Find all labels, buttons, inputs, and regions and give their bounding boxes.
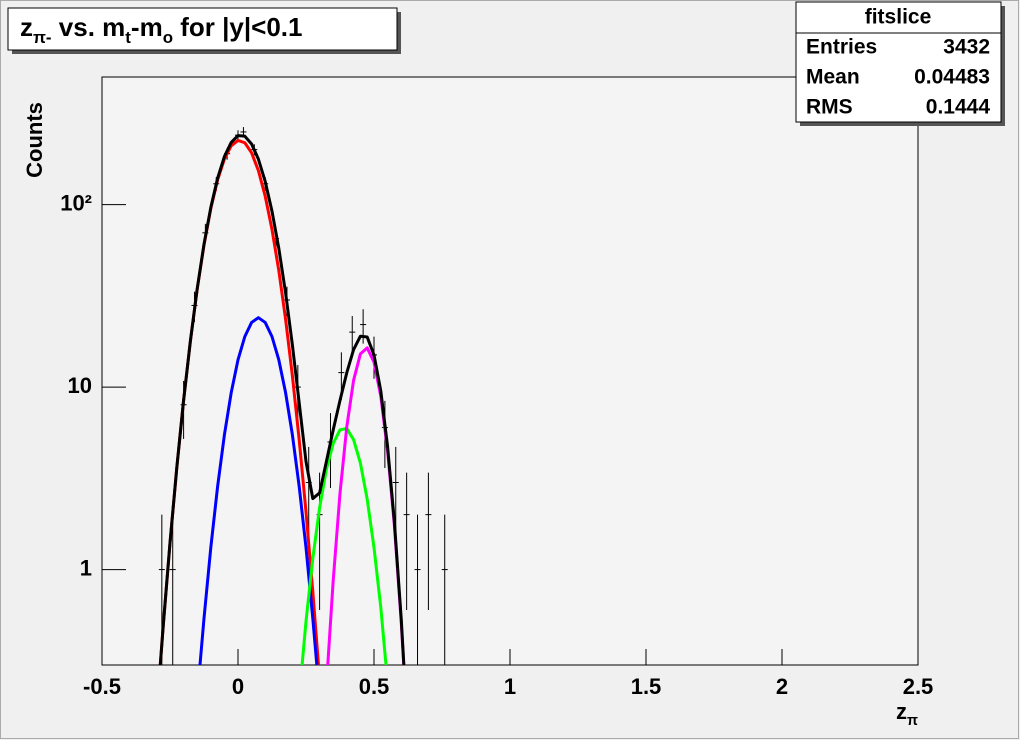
text-run: -m bbox=[131, 12, 163, 42]
stats-title: fitslice bbox=[865, 6, 932, 29]
y-axis-label: Counts bbox=[22, 102, 47, 178]
y-tick-label: 10² bbox=[60, 190, 92, 215]
stats-box bbox=[795, 1, 1002, 123]
text-run: z bbox=[896, 699, 907, 724]
subscript: π bbox=[907, 713, 918, 729]
x-tick-label: 1.5 bbox=[631, 674, 662, 699]
plot-area bbox=[158, 127, 448, 665]
x-tick-label: 0 bbox=[232, 674, 244, 699]
stats-value: 0.1444 bbox=[926, 96, 991, 119]
subscript: π- bbox=[33, 28, 52, 47]
x-tick-label: 2.5 bbox=[903, 674, 934, 699]
plot-frame bbox=[101, 76, 919, 666]
y-tick-label: 1 bbox=[80, 555, 92, 580]
x-tick-label: 1 bbox=[504, 674, 516, 699]
text-run: z bbox=[20, 12, 33, 42]
x-axis-label: zπ bbox=[896, 699, 918, 729]
x-tick-label: -0.5 bbox=[83, 674, 121, 699]
subscript: o bbox=[163, 28, 173, 47]
stats-value: 3432 bbox=[943, 36, 990, 59]
y-tick-label: 10 bbox=[68, 373, 92, 398]
text-run: vs. m bbox=[52, 12, 126, 42]
subscript: t bbox=[125, 28, 131, 47]
stats-label: Entries bbox=[806, 36, 877, 59]
chart-title: zπ- vs. mt-mo for |y|<0.1 bbox=[20, 12, 302, 47]
text-run: for |y|<0.1 bbox=[173, 12, 302, 42]
fit-curve bbox=[300, 426, 388, 665]
fit-curve bbox=[198, 316, 319, 665]
stats-value: 0.04483 bbox=[914, 66, 990, 89]
stats-label: Mean bbox=[806, 66, 860, 89]
fit-curve bbox=[158, 134, 406, 665]
x-tick-label: 0.5 bbox=[359, 674, 390, 699]
title-box bbox=[7, 7, 398, 51]
x-tick-label: 2 bbox=[776, 674, 788, 699]
stats-label: RMS bbox=[806, 96, 853, 119]
